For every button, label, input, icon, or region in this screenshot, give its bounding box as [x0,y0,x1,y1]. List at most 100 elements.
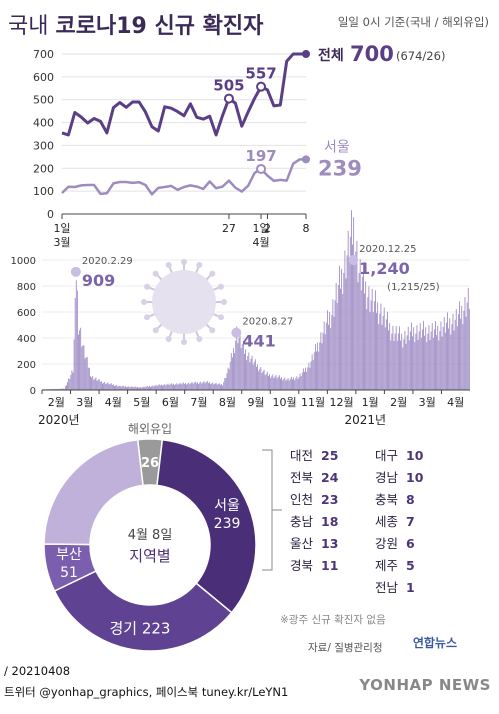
y-tick-label: 1000 [11,256,36,267]
bar [106,383,108,390]
bar [233,348,234,390]
bar [243,353,245,390]
bar [428,325,430,390]
bar [178,383,180,390]
bar [412,336,414,390]
bar [187,383,189,390]
bar [143,386,145,390]
y-tick-label: 500 [33,94,54,107]
virus-spike-tip [217,314,224,321]
bar [333,316,335,390]
bar [314,343,316,390]
bar [151,386,153,390]
bar [343,272,345,390]
y-tick-label: 200 [17,360,36,371]
bar [359,259,361,390]
region-row: 전남 1 [375,577,423,599]
bar [439,331,441,390]
bar [433,329,435,390]
bar [426,342,428,390]
region-row: 제주 5 [375,555,423,577]
bar [191,382,193,390]
bar [409,331,411,390]
bar [81,346,83,390]
bar [335,282,337,390]
bar [346,255,348,390]
bar [216,384,218,390]
bar [460,318,462,390]
bar [217,383,219,390]
bar [301,372,303,390]
bar [173,383,174,390]
x-tick-label: 3월 [53,236,70,249]
bar [367,297,369,390]
bar [215,382,217,390]
bar [121,386,123,390]
bar [463,310,465,390]
virus-spike-tip [196,335,203,342]
bar [408,340,410,390]
virus-spike-tip [181,339,187,345]
bar [62,388,64,390]
bar [71,370,73,390]
bar [383,307,385,390]
bar [465,316,467,390]
bar [342,294,344,390]
bar [190,383,192,390]
bar [135,387,137,390]
bar [464,297,466,390]
bar [126,387,127,390]
bar [444,332,446,390]
region-name: 전북 [290,470,314,485]
bar [211,383,213,390]
bar [251,355,253,390]
region-name: 제주 [375,558,399,573]
bar [108,384,110,390]
bar [99,381,101,390]
bar [268,376,269,390]
seoul-name-label: 서울 [324,139,350,155]
month-label: 3월 [419,396,436,409]
bar [145,386,147,390]
bar [319,342,321,390]
bar [286,379,288,390]
bar [344,250,346,390]
bar [363,264,364,390]
annotation-label: 505 [213,77,244,95]
bar [336,303,338,390]
bar [324,334,326,390]
bar [375,290,376,390]
peak-breakdown: (1,215/25) [387,282,440,293]
bar [123,386,125,390]
y-tick-label: 0 [47,208,54,221]
bar [201,383,203,390]
bar [278,375,280,390]
bar [55,388,56,390]
bar [150,386,151,390]
bar [73,339,75,390]
x-tick-label: 27 [222,222,236,235]
month-label: 10월 [272,396,296,409]
bar [436,335,438,390]
bar [186,384,188,390]
bar [435,320,436,390]
month-label: 9월 [247,396,264,409]
bar [419,323,421,390]
region-name: 강원 [375,536,399,551]
month-label: 1월 [362,396,379,409]
bar [175,384,177,390]
bar [82,345,84,390]
bar [245,349,246,390]
bar [144,387,146,390]
bar [284,377,286,390]
region-value: 8 [406,492,415,507]
bar [171,384,173,390]
bar [288,380,290,390]
region-value: 1 [406,580,415,595]
bar [109,383,111,390]
bar [273,378,275,390]
bar [140,387,142,390]
bar [247,356,249,390]
month-label: 4월 [447,396,464,409]
